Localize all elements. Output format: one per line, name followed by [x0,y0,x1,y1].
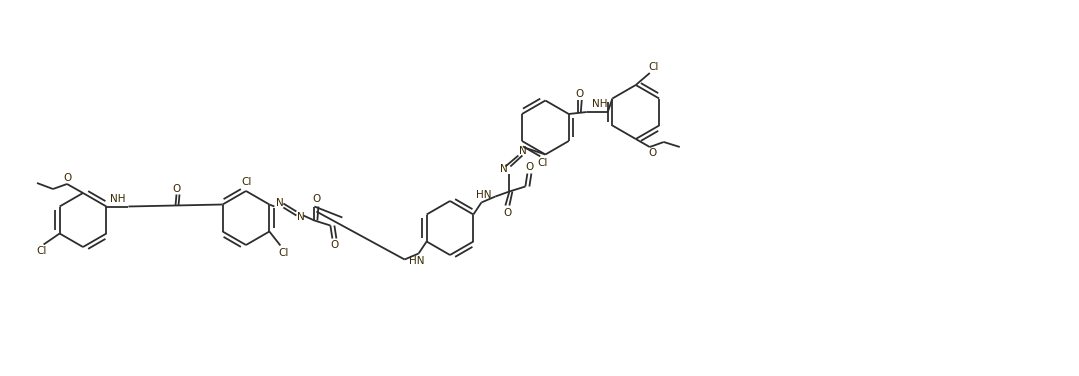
Text: O: O [648,148,657,158]
Text: O: O [525,162,533,173]
Text: N: N [519,146,527,156]
Text: Cl: Cl [537,159,547,168]
Text: NH: NH [592,99,607,109]
Text: N: N [297,211,304,221]
Text: O: O [173,185,180,194]
Text: HN: HN [409,256,424,267]
Text: O: O [575,89,584,99]
Text: NH: NH [110,194,125,205]
Text: Cl: Cl [278,247,288,258]
Text: Cl: Cl [37,247,46,256]
Text: O: O [330,240,339,250]
Text: Cl: Cl [648,62,659,72]
Text: O: O [503,208,511,217]
Text: O: O [312,194,320,205]
Text: HN: HN [476,190,491,200]
Text: O: O [64,173,72,183]
Text: N: N [275,199,284,209]
Text: Cl: Cl [242,177,252,187]
Text: N: N [500,165,507,174]
